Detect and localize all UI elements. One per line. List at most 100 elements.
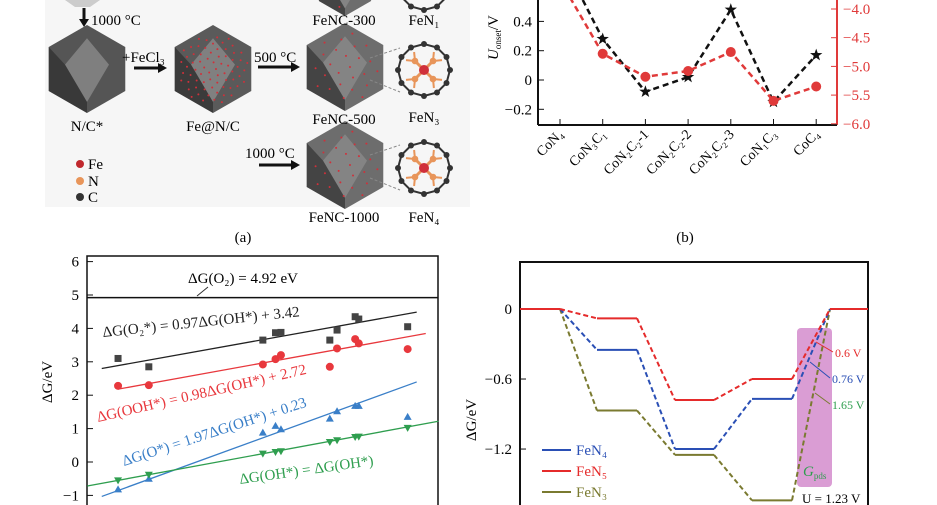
fe-dot <box>335 48 338 51</box>
n-atom <box>411 75 419 83</box>
limiting-potential-label: 1.65 V <box>832 398 865 412</box>
fe-dot <box>207 94 210 97</box>
fe-dot <box>227 37 230 40</box>
fenc300-particle-shadow <box>318 0 345 16</box>
circle-marker <box>640 71 651 82</box>
fe-dot <box>236 65 239 68</box>
fe-dot <box>322 151 325 154</box>
fe-dot <box>243 69 246 72</box>
fe-dot <box>180 60 183 63</box>
c-atom-icon <box>76 193 84 201</box>
zoom-guide-line <box>369 144 401 156</box>
equation-label-0: ΔG(O₂*) = 0.97ΔG(OH*) + 3.42 <box>102 304 301 341</box>
fe-dot <box>192 53 195 56</box>
y-tick-label: 0 <box>72 455 80 471</box>
fe-dot <box>328 185 331 188</box>
triangle-down-marker <box>144 471 153 479</box>
material-label-fe-nc: Fe@N/C <box>186 119 240 135</box>
fe-dot <box>217 55 220 58</box>
panel-d-y-axis-label: ΔG/eV <box>464 399 480 441</box>
panel-b-plot: 0.4 0.2 0 −0.2 −4.0 −4.5 −5.0 −5.5 −6.0 CoN₄ CoN₃C… <box>505 0 870 178</box>
zoom-guide-line <box>369 79 401 93</box>
triangle-up-marker <box>114 485 123 493</box>
square-marker <box>277 328 285 336</box>
c-atom <box>398 80 405 86</box>
triangle-down-marker <box>276 448 285 456</box>
fe-dot <box>357 155 360 158</box>
y-left-tick-label: 0.2 <box>513 44 532 60</box>
fenc500-particle-facet <box>323 36 367 100</box>
fenc300-particle-facet <box>340 0 350 9</box>
triangle-down-marker <box>403 424 412 432</box>
c-atom <box>395 165 401 171</box>
fe-dot <box>361 194 364 197</box>
series-line-0 <box>581 0 818 105</box>
n-atom <box>411 155 419 163</box>
fe-dot <box>197 37 200 40</box>
fe-dot <box>351 130 354 133</box>
fe-dot <box>216 48 219 51</box>
panel-b-onset-chart: 0.4 0.2 0 −0.2 −4.0 −4.5 −5.0 −5.5 −6.0 CoN₄ CoN₃C… <box>486 0 870 246</box>
fe-dot <box>348 66 351 68</box>
c-atom <box>421 7 427 13</box>
triangle-down-marker <box>325 438 334 446</box>
fe-dot <box>190 95 193 98</box>
fe-dot <box>227 64 230 67</box>
limiting-potential-label: 0.76 V <box>832 372 865 386</box>
transition-line <box>713 378 753 401</box>
y-left-tick-label: −0.2 <box>505 102 532 118</box>
fe-dot <box>337 71 340 74</box>
star-marker <box>596 32 609 45</box>
circle-marker <box>354 339 363 348</box>
triangle-down-marker <box>354 433 363 441</box>
fe-dot <box>209 51 212 54</box>
triangle-down-marker <box>333 437 342 445</box>
fe-dot <box>369 158 372 161</box>
fe-dot <box>203 66 206 69</box>
fe-dot <box>231 70 234 73</box>
triangle-up-marker <box>403 412 412 420</box>
n-atom <box>429 155 437 163</box>
fe-nc-particle <box>174 25 252 113</box>
y-label-main: U <box>486 48 502 60</box>
fe-dot <box>202 81 205 84</box>
transition-line <box>791 308 831 400</box>
panel-d-plot: 0 −0.6 −1.2 0.6 V 0.76 V 1.65 V Gpds U = 1.23 V… <box>485 261 869 505</box>
panel-c-scaling-chart: 6 5 4 3 2 1 0 −1 ΔG(O₂) = 4.92 eV ΔG(O₂*) = 0.97Δ… <box>40 255 439 505</box>
fe-dot <box>342 97 345 100</box>
fe-dot <box>224 48 227 51</box>
fe-dot <box>187 88 190 91</box>
circle-marker <box>144 381 153 390</box>
fe-dot <box>220 101 223 104</box>
site-label-fen4: FeN₄ <box>408 210 439 226</box>
transition-line <box>713 398 753 450</box>
panel-a-background <box>45 0 470 207</box>
fe-dot <box>185 55 188 58</box>
star-marker <box>724 3 737 15</box>
fe-dot <box>212 61 215 64</box>
panel-a-synthesis-scheme: 1000 °C +FeCl₃ 500 °C 1000 °C N/C* Fe@N/… <box>45 0 470 246</box>
transition-line <box>636 349 676 450</box>
square-marker <box>351 313 359 321</box>
fe-dot <box>229 86 232 89</box>
fe-dot <box>221 41 224 44</box>
n-atom <box>411 57 419 65</box>
precursor-particle <box>65 0 100 7</box>
square-marker <box>114 354 122 362</box>
fe-dot <box>342 195 345 198</box>
fe-dot <box>314 67 317 70</box>
square-marker <box>355 315 363 323</box>
fe-dot <box>340 38 343 41</box>
y-left-tick-label: 0.4 <box>513 14 532 30</box>
triangle-up-marker <box>333 407 342 415</box>
y-right-tick-label: −5.0 <box>843 59 870 75</box>
triangle-up-marker <box>271 421 280 429</box>
circle-marker <box>114 381 123 390</box>
star-marker <box>810 48 823 61</box>
fe-dot <box>335 146 338 149</box>
fen4-structure <box>395 139 453 197</box>
transition-line <box>791 308 831 501</box>
potential-note: U = 1.23 V <box>802 491 861 505</box>
c-atom <box>408 187 414 194</box>
fe-nc-particle-shadow <box>174 47 213 113</box>
